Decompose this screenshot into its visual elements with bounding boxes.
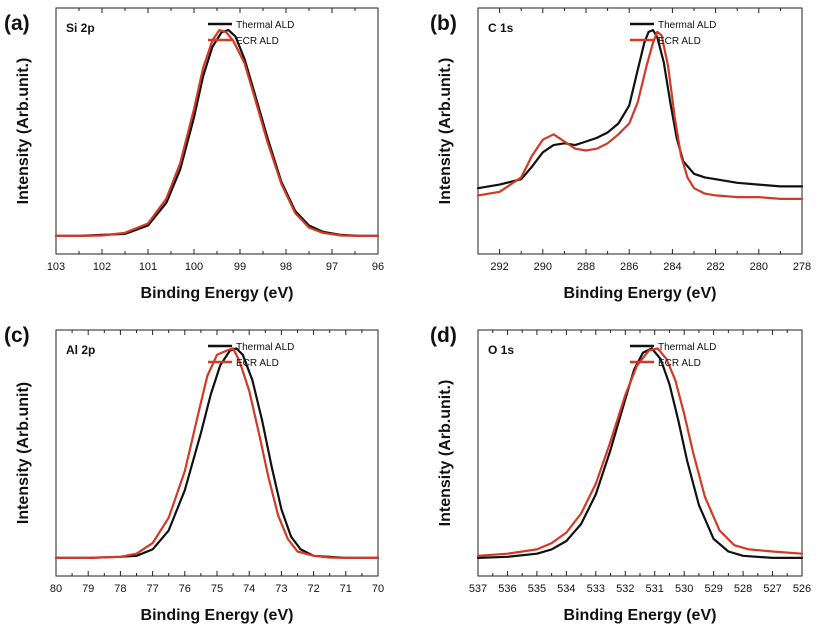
x-axis-title: Binding Energy (eV) bbox=[564, 607, 717, 624]
series-line-ecr-ald bbox=[476, 30, 804, 200]
legend-label: ECR ALD bbox=[658, 36, 701, 47]
x-tick-label: 76 bbox=[179, 583, 191, 595]
legend-label: Thermal ALD bbox=[236, 20, 294, 31]
legend-label: ECR ALD bbox=[236, 36, 279, 47]
x-tick-label: 288 bbox=[577, 261, 595, 273]
x-tick-label: 532 bbox=[616, 583, 634, 595]
x-tick-label: 77 bbox=[146, 583, 158, 595]
x-tick-label: 73 bbox=[275, 583, 287, 595]
x-tick-label: 97 bbox=[326, 261, 338, 273]
x-tick-label: 72 bbox=[307, 583, 319, 595]
x-tick-label: 71 bbox=[340, 583, 352, 595]
chart-panel-d: 537 536 535 534 533 532 531 530 529 528 527 526 (d) O… bbox=[430, 324, 811, 624]
panel-letter: (d) bbox=[430, 324, 457, 347]
plot-frame bbox=[55, 329, 379, 577]
series-line-ecr-ald bbox=[476, 347, 804, 557]
x-tick-label: 100 bbox=[185, 261, 203, 273]
x-tick-label: 280 bbox=[750, 261, 768, 273]
series-line-thermal-ald bbox=[476, 347, 804, 559]
x-tick-label: 290 bbox=[534, 261, 552, 273]
x-axis-title: Binding Energy (eV) bbox=[564, 285, 717, 302]
legend-label: Thermal ALD bbox=[236, 342, 294, 353]
x-axis-title: Binding Energy (eV) bbox=[141, 285, 294, 302]
x-tick-label: 103 bbox=[47, 261, 65, 273]
x-tick-label: 536 bbox=[498, 583, 516, 595]
chart-panel-a: 103 102 101 100 99 98 97 96 (a) Si 2p Thermal ALD E… bbox=[4, 7, 384, 302]
x-axis-title: Binding Energy (eV) bbox=[141, 607, 294, 624]
x-tick-label: 282 bbox=[706, 261, 724, 273]
y-axis-title: Intensity (Arb.unit) bbox=[15, 382, 32, 524]
panel-name: Al 2p bbox=[66, 343, 95, 357]
plot-frame bbox=[55, 7, 379, 255]
x-tick-label: 531 bbox=[646, 583, 664, 595]
series-line-ecr-ald bbox=[54, 29, 380, 237]
x-tick-label: 74 bbox=[243, 583, 255, 595]
x-tick-label: 286 bbox=[620, 261, 638, 273]
series-line-ecr-ald bbox=[54, 347, 380, 559]
legend-label: ECR ALD bbox=[236, 358, 279, 369]
x-tick-label: 533 bbox=[587, 583, 605, 595]
x-tick-label: 529 bbox=[704, 583, 722, 595]
panel-letter: (a) bbox=[4, 12, 30, 35]
x-tick-label: 527 bbox=[763, 583, 781, 595]
x-tick-label: 99 bbox=[234, 261, 246, 273]
plot-frame bbox=[477, 7, 803, 255]
x-tick-label: 526 bbox=[793, 583, 811, 595]
legend-label: Thermal ALD bbox=[658, 20, 716, 31]
plot-frame bbox=[477, 329, 803, 577]
x-tick-label: 102 bbox=[93, 261, 111, 273]
series-line-thermal-ald bbox=[54, 29, 380, 237]
x-tick-label: 292 bbox=[490, 261, 508, 273]
x-tick-label: 278 bbox=[793, 261, 811, 273]
chart-panel-b: 292 290 288 286 284 282 280 278 (b) C 1s Thermal A… bbox=[430, 7, 811, 302]
panel-name: O 1s bbox=[488, 343, 514, 357]
x-tick-label: 530 bbox=[675, 583, 693, 595]
x-tick-label: 96 bbox=[372, 261, 384, 273]
series-line-thermal-ald bbox=[54, 347, 380, 559]
x-tick-label: 78 bbox=[114, 583, 126, 595]
y-axis-title: Intensity (Arb.unit.) bbox=[437, 58, 454, 205]
panel-name: Si 2p bbox=[66, 21, 95, 35]
x-tick-label: 70 bbox=[372, 583, 384, 595]
x-tick-label: 528 bbox=[734, 583, 752, 595]
x-tick-label: 535 bbox=[528, 583, 546, 595]
legend-label: Thermal ALD bbox=[658, 342, 716, 353]
x-tick-label: 80 bbox=[50, 583, 62, 595]
panel-name: C 1s bbox=[488, 21, 514, 35]
x-tick-label: 98 bbox=[280, 261, 292, 273]
y-axis-title: Intensity (Arb.unit.) bbox=[437, 380, 454, 527]
panel-letter: (b) bbox=[430, 12, 457, 35]
x-tick-label: 537 bbox=[469, 583, 487, 595]
x-tick-label: 75 bbox=[211, 583, 223, 595]
x-tick-label: 284 bbox=[663, 261, 681, 273]
x-tick-label: 101 bbox=[139, 261, 157, 273]
legend-label: ECR ALD bbox=[658, 358, 701, 369]
series-line-thermal-ald bbox=[476, 29, 804, 190]
y-axis-title: Intensity (Arb.unit.) bbox=[15, 58, 32, 205]
x-tick-label: 534 bbox=[557, 583, 575, 595]
panel-letter: (c) bbox=[4, 324, 30, 347]
chart-panel-c: 80 79 78 77 76 75 74 73 72 71 70 (c) Al 2p Thermal AL… bbox=[4, 324, 384, 624]
x-tick-label: 79 bbox=[82, 583, 94, 595]
